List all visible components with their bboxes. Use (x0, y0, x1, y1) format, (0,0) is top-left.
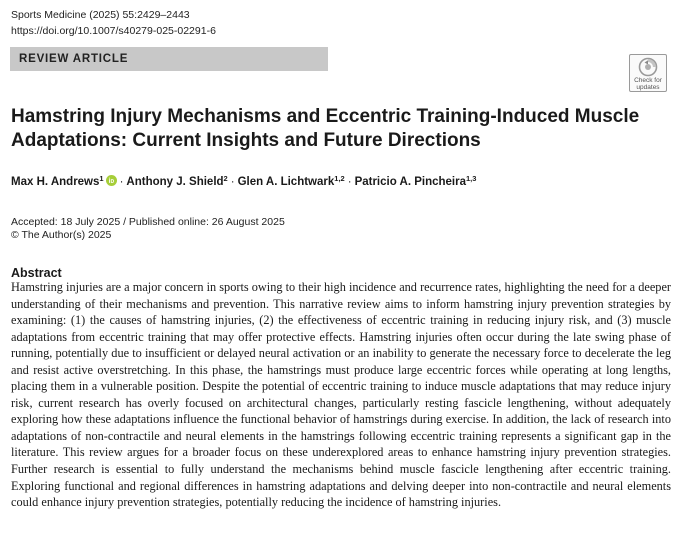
author-affiliation: 1,3 (465, 174, 477, 183)
copyright-notice: © The Author(s) 2025 (11, 229, 112, 241)
check-for-updates-button[interactable]: Check for updates (629, 54, 667, 92)
check-for-updates-icon (638, 57, 658, 77)
author-affiliation: 1 (99, 174, 104, 183)
article-type-bar: REVIEW ARTICLE (10, 47, 328, 71)
article-type-label: REVIEW ARTICLE (19, 53, 129, 65)
abstract-heading: Abstract (11, 266, 62, 280)
author-name[interactable]: Max H. Andrews (11, 176, 100, 188)
author-list: Max H. Andrews1 · Anthony J. Shield2 · Glen… (11, 175, 476, 190)
journal-citation: Sports Medicine (2025) 55:2429–2443 (11, 9, 190, 21)
author-name[interactable]: Glen A. Lichtwark (237, 176, 335, 188)
abstract-text: Hamstring injuries are a major concern i… (11, 280, 671, 510)
author-name[interactable]: Anthony J. Shield (126, 176, 224, 188)
author-separator: · (119, 176, 124, 188)
article-title: Hamstring Injury Mechanisms and Eccentri… (11, 106, 640, 151)
check-for-updates-label-2: updates (636, 84, 660, 91)
author-affiliation: 2 (223, 174, 228, 183)
author-affiliation: 1,2 (334, 174, 345, 183)
orcid-icon[interactable] (105, 175, 117, 186)
author-separator: · (347, 176, 352, 188)
publication-dates: Accepted: 18 July 2025 / Published onlin… (11, 216, 285, 228)
author-name[interactable]: Patricio A. Pincheira (354, 176, 466, 188)
author-separator: · (230, 176, 235, 188)
doi-link[interactable]: https://doi.org/10.1007/s40279-025-02291… (11, 25, 216, 37)
check-for-updates-label-1: Check for (634, 77, 662, 84)
